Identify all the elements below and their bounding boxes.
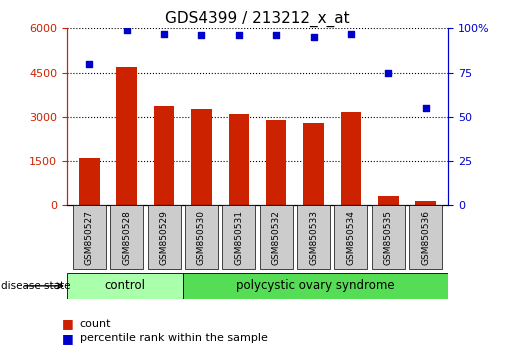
Text: GSM850535: GSM850535 [384, 210, 393, 265]
Text: GSM850532: GSM850532 [272, 210, 281, 265]
Text: ■: ■ [62, 332, 74, 344]
Bar [79, 158, 99, 205]
Bar [110, 205, 143, 269]
Bar [409, 205, 442, 269]
Bar [154, 107, 175, 205]
Text: GSM850531: GSM850531 [234, 210, 243, 265]
Text: polycystic ovary syndrome: polycystic ovary syndrome [236, 279, 394, 292]
Text: percentile rank within the sample: percentile rank within the sample [80, 333, 268, 343]
Bar [303, 123, 324, 205]
Text: GSM850528: GSM850528 [122, 210, 131, 265]
Text: GSM850533: GSM850533 [309, 210, 318, 265]
Bar [260, 205, 293, 269]
Point [160, 31, 168, 36]
Text: count: count [80, 319, 111, 329]
Bar [222, 205, 255, 269]
Text: GSM850527: GSM850527 [85, 210, 94, 265]
Point [272, 33, 280, 38]
Point [421, 105, 430, 111]
Bar [116, 67, 137, 205]
Bar [372, 205, 405, 269]
Bar [266, 120, 286, 205]
Text: ■: ■ [62, 318, 74, 330]
Bar [191, 109, 212, 205]
Bar [378, 196, 399, 205]
Bar [340, 113, 361, 205]
Bar [185, 205, 218, 269]
Text: GSM850529: GSM850529 [160, 210, 168, 265]
Bar [334, 205, 367, 269]
Point [235, 33, 243, 38]
Bar [416, 201, 436, 205]
Point [123, 27, 131, 33]
Point [347, 31, 355, 36]
Text: GSM850530: GSM850530 [197, 210, 206, 265]
Bar [73, 205, 106, 269]
Text: control: control [105, 279, 145, 292]
Text: GSM850536: GSM850536 [421, 210, 430, 265]
Text: GSM850534: GSM850534 [347, 210, 355, 265]
Point [384, 70, 392, 75]
Bar [297, 205, 330, 269]
Bar [67, 273, 183, 299]
Bar [148, 205, 181, 269]
Point [85, 61, 94, 67]
Bar [229, 114, 249, 205]
Point [310, 34, 318, 40]
Point [197, 33, 205, 38]
Text: disease state: disease state [1, 281, 70, 291]
Title: GDS4399 / 213212_x_at: GDS4399 / 213212_x_at [165, 11, 350, 27]
Bar [183, 273, 448, 299]
